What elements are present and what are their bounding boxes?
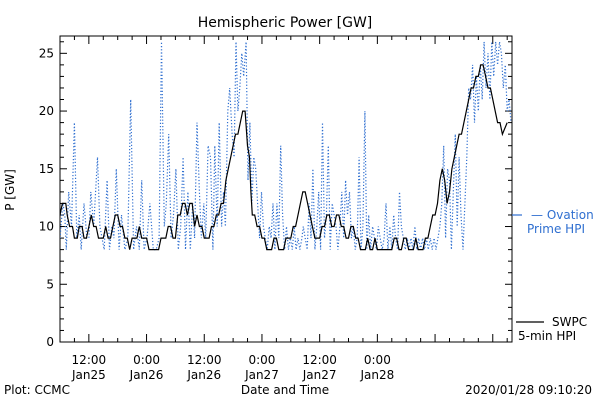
chart-title: Hemispheric Power [GW] xyxy=(198,15,373,31)
x-tick-date-label: Jan27 xyxy=(302,368,337,382)
axes: 051015202512:00Jan250:00Jan2612:00Jan260… xyxy=(39,35,513,382)
x-axis-label: Date and Time xyxy=(241,383,329,397)
y-tick-label: 20 xyxy=(39,104,54,118)
y-tick-label: 0 xyxy=(46,335,54,349)
legend-ovation-line2: Prime HPI xyxy=(527,222,585,236)
y-tick-label: 5 xyxy=(46,277,54,291)
timestamp: 2020/01/28 09:10:20 xyxy=(465,383,592,397)
y-tick-label: 25 xyxy=(39,46,54,60)
legend-ovation-line1: — Ovation xyxy=(531,208,594,222)
x-tick-time-label: 0:00 xyxy=(133,353,160,367)
x-tick-date-label: Jan28 xyxy=(359,368,394,382)
x-tick-date-label: Jan26 xyxy=(129,368,164,382)
plot-credit: Plot: CCMC xyxy=(4,383,70,397)
x-tick-date-label: Jan26 xyxy=(186,368,221,382)
x-tick-time-label: 0:00 xyxy=(248,353,275,367)
x-tick-date-label: Jan25 xyxy=(71,368,106,382)
legend-swpc-line1: SWPC xyxy=(552,315,587,329)
y-tick-label: 15 xyxy=(39,162,54,176)
y-axis-label: P [GW] xyxy=(3,169,17,211)
plot-frame xyxy=(59,35,513,343)
x-tick-time-label: 0:00 xyxy=(364,353,391,367)
series-layer xyxy=(60,41,512,251)
x-tick-time-label: 12:00 xyxy=(302,353,337,367)
x-tick-time-label: 12:00 xyxy=(72,353,107,367)
x-tick-date-label: Jan27 xyxy=(244,368,279,382)
y-tick-label: 10 xyxy=(39,220,54,234)
series-line-ovation xyxy=(60,41,512,251)
legend-swpc-line2: 5-min HPI xyxy=(518,329,576,343)
series-line-swpc xyxy=(60,64,508,251)
x-tick-time-label: 12:00 xyxy=(187,353,222,367)
